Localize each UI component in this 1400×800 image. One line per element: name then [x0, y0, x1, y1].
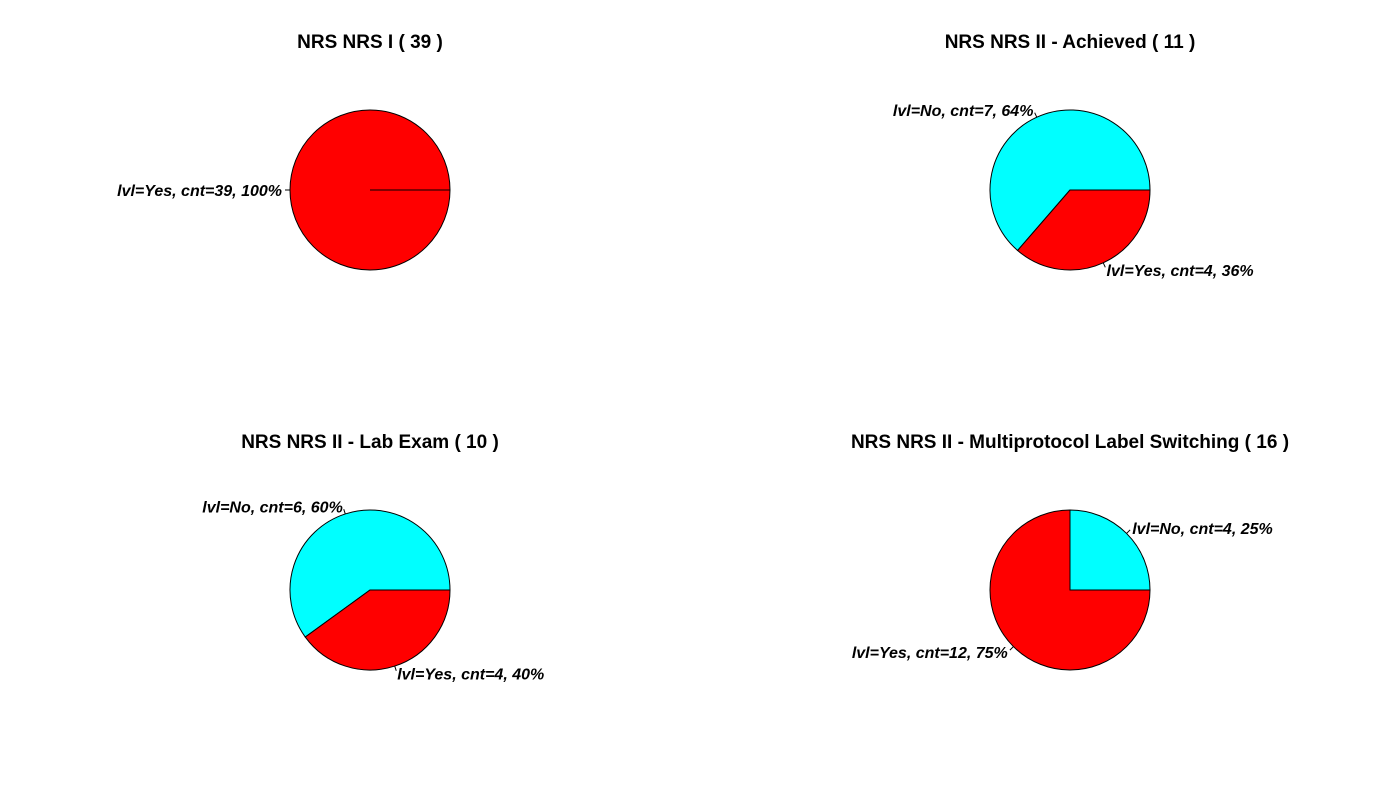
slice-label-no: lvl=No, cnt=4, 25%: [1132, 521, 1273, 538]
label-leader-line: [394, 665, 397, 671]
slice-label-yes: lvl=Yes, cnt=4, 40%: [397, 667, 544, 684]
pie-chart-nrs-ii-achieved: NRS NRS II - Achieved ( 11 ) lvl=No, cnt…: [893, 32, 1254, 280]
slice-label-yes: lvl=Yes, cnt=12, 75%: [852, 645, 1008, 662]
label-leader-line: [1009, 646, 1014, 651]
slice-label-yes: lvl=Yes, cnt=39, 100%: [117, 183, 282, 200]
label-leader-line: [1034, 112, 1038, 118]
pie-slice-yes: [989, 509, 1151, 671]
label-leader-line: [1126, 529, 1131, 534]
pie-slices: lvl=Yes, cnt=39, 100%: [117, 109, 451, 271]
chart-title: NRS NRS I ( 39 ): [297, 32, 443, 53]
chart-title: NRS NRS II - Multiprotocol Label Switchi…: [851, 432, 1289, 453]
pie-slice-no: [289, 509, 451, 638]
label-leader-line: [1102, 262, 1106, 268]
slice-label-yes: lvl=Yes, cnt=4, 36%: [1107, 263, 1254, 280]
chart-title: NRS NRS II - Achieved ( 11 ): [945, 32, 1196, 53]
pie-chart-nrs-ii-lab-exam: NRS NRS II - Lab Exam ( 10 ) lvl=No, cnt…: [202, 432, 544, 684]
pie-slice-yes: [304, 589, 451, 671]
chart-title: NRS NRS II - Lab Exam ( 10 ): [241, 432, 499, 453]
pie-slice-no: [989, 109, 1151, 252]
pie-slices: lvl=No, cnt=6, 60% lvl=Yes, cnt=4, 40%: [202, 499, 544, 683]
slice-label-no: lvl=No, cnt=7, 64%: [893, 103, 1034, 120]
label-leader-line: [343, 509, 346, 515]
slice-label-no: lvl=No, cnt=6, 60%: [202, 499, 343, 516]
pie-slice-yes: [1016, 189, 1151, 271]
pie-chart-nrs-i: NRS NRS I ( 39 ) lvl=Yes, cnt=39, 100%: [117, 32, 451, 271]
pie-slices: lvl=No, cnt=4, 25% lvl=Yes, cnt=12, 75%: [852, 509, 1273, 671]
pie-chart-nrs-ii-mpls: NRS NRS II - Multiprotocol Label Switchi…: [851, 432, 1289, 671]
pie-slices: lvl=No, cnt=7, 64% lvl=Yes, cnt=4, 36%: [893, 103, 1254, 280]
pie-slice-no: [1069, 509, 1151, 591]
